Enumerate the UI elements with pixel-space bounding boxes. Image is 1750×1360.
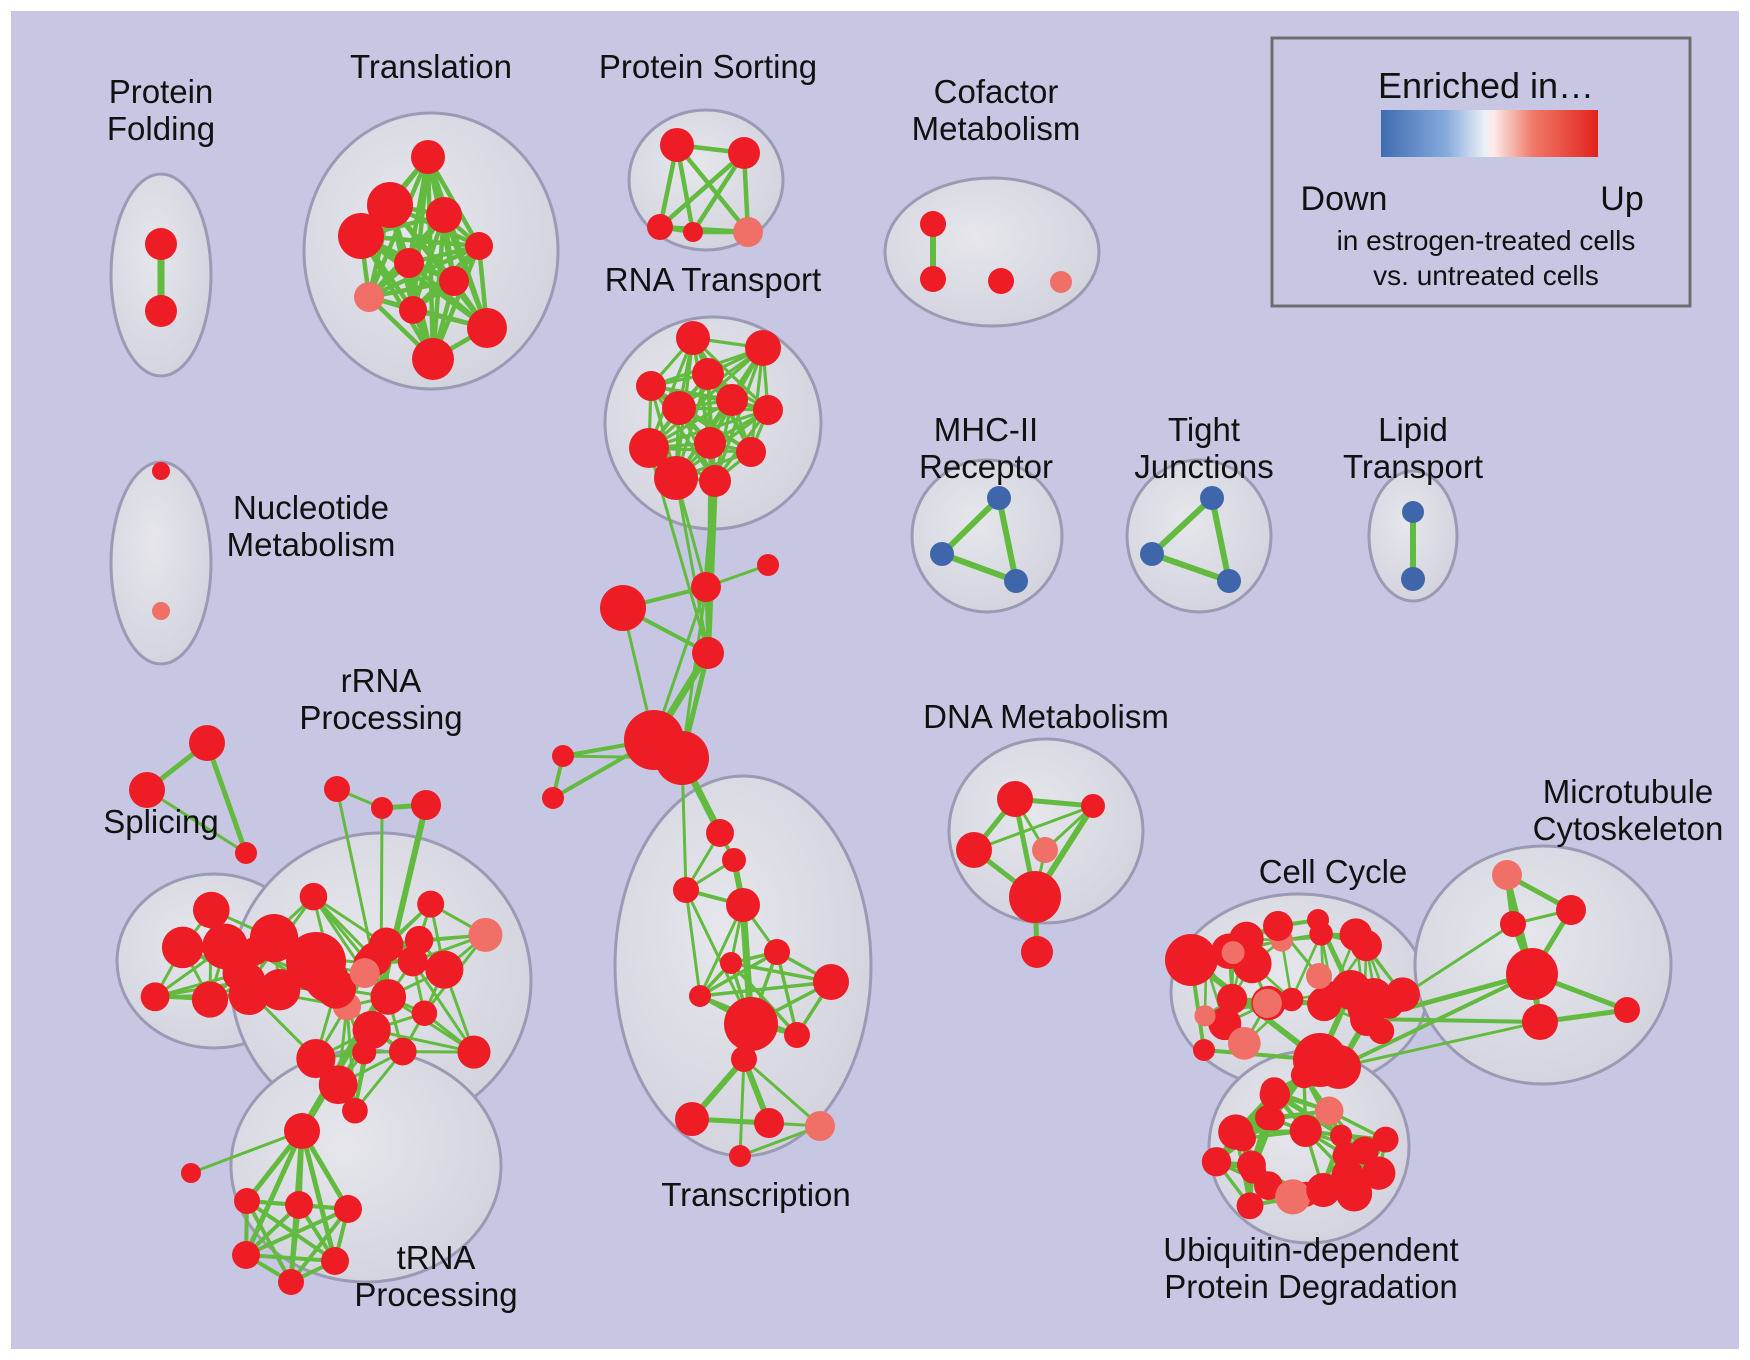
svg-text:Protein: Protein (109, 73, 214, 110)
svg-text:DNA Metabolism: DNA Metabolism (923, 698, 1169, 735)
svg-text:Lipid: Lipid (1378, 411, 1448, 448)
svg-text:Ubiquitin-dependent: Ubiquitin-dependent (1163, 1231, 1458, 1268)
svg-text:Protein Sorting: Protein Sorting (599, 48, 817, 85)
svg-text:Folding: Folding (107, 110, 215, 147)
svg-text:Metabolism: Metabolism (912, 110, 1081, 147)
svg-text:Transport: Transport (1343, 448, 1483, 485)
svg-text:Metabolism: Metabolism (227, 526, 396, 563)
svg-text:Cell Cycle: Cell Cycle (1259, 853, 1408, 890)
svg-text:Translation: Translation (350, 48, 512, 85)
svg-text:Protein Degradation: Protein Degradation (1164, 1268, 1458, 1305)
svg-text:Transcription: Transcription (661, 1176, 851, 1213)
svg-text:Tight: Tight (1168, 411, 1240, 448)
svg-text:Receptor: Receptor (919, 448, 1053, 485)
svg-text:Processing: Processing (354, 1276, 517, 1313)
svg-text:Enriched in…: Enriched in… (1378, 65, 1594, 106)
svg-text:Nucleotide: Nucleotide (233, 489, 389, 526)
svg-text:MHC-II: MHC-II (934, 411, 1038, 448)
svg-text:Down: Down (1301, 180, 1388, 218)
svg-text:Processing: Processing (299, 699, 462, 736)
svg-text:Junctions: Junctions (1134, 448, 1273, 485)
svg-text:Splicing: Splicing (103, 803, 219, 840)
svg-text:Cofactor: Cofactor (934, 73, 1059, 110)
svg-text:vs. untreated cells: vs. untreated cells (1373, 260, 1599, 291)
svg-text:in estrogen-treated cells: in estrogen-treated cells (1337, 225, 1636, 256)
svg-text:Microtubule: Microtubule (1543, 773, 1714, 810)
svg-text:Cytoskeleton: Cytoskeleton (1533, 810, 1724, 847)
svg-text:Up: Up (1600, 180, 1643, 218)
svg-text:tRNA: tRNA (397, 1239, 476, 1276)
svg-text:RNA Transport: RNA Transport (605, 261, 821, 298)
svg-text:rRNA: rRNA (341, 662, 422, 699)
